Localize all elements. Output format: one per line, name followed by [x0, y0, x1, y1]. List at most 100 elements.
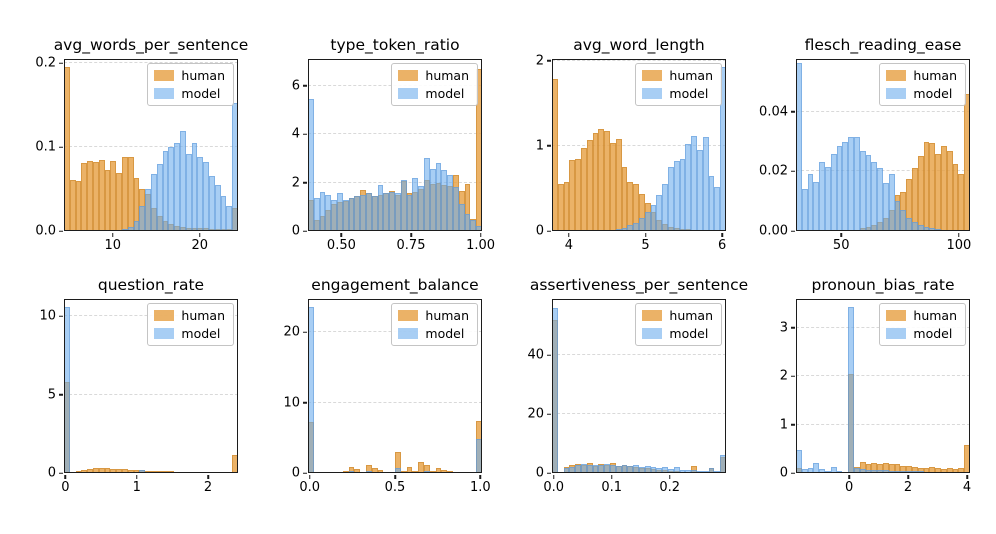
y-tick-mark — [546, 413, 551, 415]
x-tick-mark — [610, 474, 613, 479]
human-hist-bar — [104, 468, 111, 473]
model-hist-bar — [621, 465, 628, 473]
y-tick-mark — [302, 472, 307, 474]
y-tick-label: 20 — [283, 324, 300, 340]
model-hist-bar — [633, 222, 639, 231]
y-tick-label: 0.04 — [759, 104, 788, 120]
subplot-title: question_rate — [97, 276, 205, 294]
y-tick-label: 0.2 — [35, 55, 56, 71]
human-hist-bar — [81, 163, 88, 231]
gridline — [64, 146, 238, 148]
x-tick-mark — [64, 474, 67, 479]
human-color-swatch-icon — [642, 70, 663, 81]
human-hist-bar — [110, 160, 117, 231]
human-hist-bar — [424, 465, 430, 473]
human-hist-bar — [406, 467, 413, 473]
x-tick-mark — [958, 232, 960, 237]
subplot-title: type_token_ratio — [330, 36, 460, 54]
model-hist-bar — [366, 193, 372, 231]
human-hist-bar — [354, 469, 361, 473]
human-color-swatch-icon — [154, 70, 175, 81]
x-tick-mark — [848, 474, 850, 479]
model-hist-bar — [586, 464, 593, 473]
model-hist-bar — [888, 470, 895, 473]
model-hist-bar — [865, 469, 872, 473]
model-hist-bar — [673, 467, 680, 473]
human-hist-bar — [906, 178, 912, 231]
human-hist-bar — [633, 184, 639, 231]
x-tick-mark — [135, 474, 138, 479]
model-hist-bar — [424, 470, 430, 473]
model-hist-bar — [819, 162, 825, 231]
model-hist-bar — [569, 466, 576, 473]
model-hist-bar — [354, 195, 361, 231]
model-hist-bar — [825, 470, 831, 473]
model-hist-bar — [604, 463, 610, 473]
x-tick-mark — [394, 474, 396, 479]
human-hist-bar — [691, 465, 697, 473]
model-hist-bar — [813, 463, 820, 473]
human-hist-bar — [906, 465, 912, 473]
subplot: avg_word_length human model 0 1 2 4 5 6 — [536, 36, 727, 253]
human-hist-bar — [621, 167, 628, 231]
model-hist-bar — [801, 189, 808, 231]
human-hist-bar — [75, 180, 82, 231]
model-hist-bar — [476, 439, 482, 473]
gridline — [308, 401, 482, 403]
human-color-swatch-icon — [154, 310, 175, 321]
human-hist-bar — [395, 451, 401, 473]
legend-label-human: human — [913, 308, 957, 323]
legend-label-model: model — [669, 86, 709, 101]
human-hist-bar — [412, 470, 419, 473]
human-hist-bar — [917, 468, 924, 473]
model-hist-bar — [964, 472, 970, 473]
x-tick-mark — [966, 474, 968, 479]
x-tick-mark — [198, 232, 201, 237]
subplot: avg_words_per_sentence human model 0.0 0.… — [35, 36, 248, 253]
legend-entry-model: model — [154, 86, 225, 101]
y-tick-mark — [302, 401, 307, 404]
subplot-title: flesch_reading_ease — [804, 36, 962, 54]
legend-label-human: human — [669, 68, 713, 83]
legend-label-human: human — [425, 68, 469, 83]
model-hist-bar — [395, 467, 401, 473]
y-tick-label: 0.0 — [35, 223, 56, 239]
model-hist-bar — [313, 198, 320, 231]
model-histogram — [552, 59, 726, 231]
plot-area: human model — [552, 59, 726, 231]
legend: human model — [147, 303, 234, 346]
human-hist-bar — [127, 469, 134, 473]
human-hist-bar — [110, 468, 117, 473]
human-hist-bar — [127, 157, 134, 231]
x-tick-mark — [410, 232, 412, 237]
model-hist-bar — [819, 469, 825, 473]
model-color-swatch-icon — [642, 328, 663, 339]
model-hist-bar — [226, 205, 233, 231]
legend-entry-model: model — [154, 326, 225, 341]
model-hist-bar — [412, 177, 419, 231]
human-hist-bar — [900, 465, 907, 473]
human-hist-bar — [917, 156, 924, 231]
subplot: flesch_reading_ease human model 0.00 0.02… — [759, 36, 971, 253]
y-tick-mark — [58, 472, 63, 474]
model-hist-bar — [894, 201, 901, 231]
model-hist-bar — [180, 131, 186, 231]
model-hist-bar — [923, 226, 930, 231]
human-hist-bar — [958, 468, 965, 473]
model-hist-bar — [348, 470, 355, 473]
human-hist-bar — [604, 131, 610, 231]
model-hist-bar — [662, 466, 668, 473]
model-hist-bar — [470, 220, 477, 231]
model-hist-bar — [679, 470, 686, 473]
model-hist-bar — [371, 195, 378, 231]
human-hist-bar — [946, 468, 953, 473]
model-hist-bar — [441, 170, 448, 231]
human-hist-bar — [598, 128, 605, 231]
gridline — [552, 413, 726, 415]
model-hist-bar — [418, 186, 424, 231]
subplot: engagement_balance human model 0 10 20 0.0 0… — [283, 276, 490, 495]
x-tick-label: 0.75 — [396, 238, 426, 253]
human-hist-bar — [98, 159, 105, 231]
human-color-swatch-icon — [642, 310, 663, 321]
